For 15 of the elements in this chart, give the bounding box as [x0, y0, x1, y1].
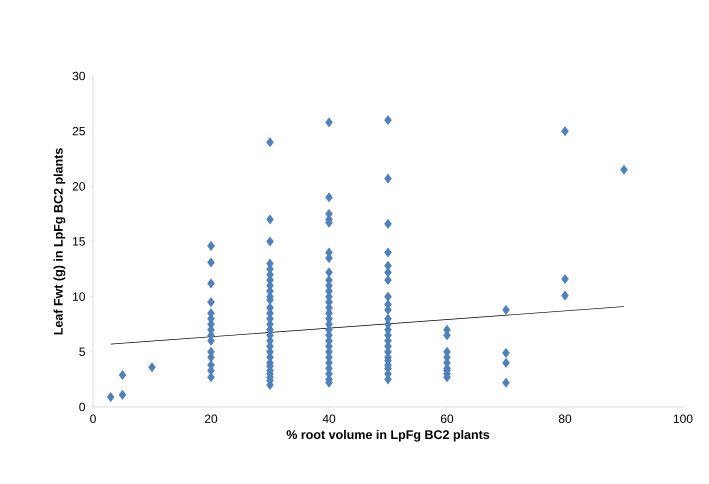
- x-tick-label: 40: [322, 414, 336, 424]
- x-tick-label: 20: [204, 414, 218, 424]
- y-tick-label: 5: [79, 348, 85, 356]
- x-tick-label: 100: [674, 414, 693, 424]
- y-tick-label: 15: [73, 237, 85, 246]
- y-tick-label: 0: [79, 402, 86, 412]
- y-tick-label: 10: [73, 292, 86, 301]
- y-tick-label: 30: [72, 72, 86, 80]
- x-axis-title: % root volume in LpFg BC2 plants: [286, 430, 490, 442]
- y-axis-title: Leaf Fwt (g) in LpFg BC2 plants: [54, 148, 66, 334]
- x-tick-label: 80: [558, 414, 572, 424]
- x-tick-label: 0: [90, 414, 96, 424]
- y-tick-label: 20: [72, 182, 86, 191]
- y-tick-label: 25: [72, 126, 85, 136]
- x-tick-label: 60: [440, 414, 454, 424]
